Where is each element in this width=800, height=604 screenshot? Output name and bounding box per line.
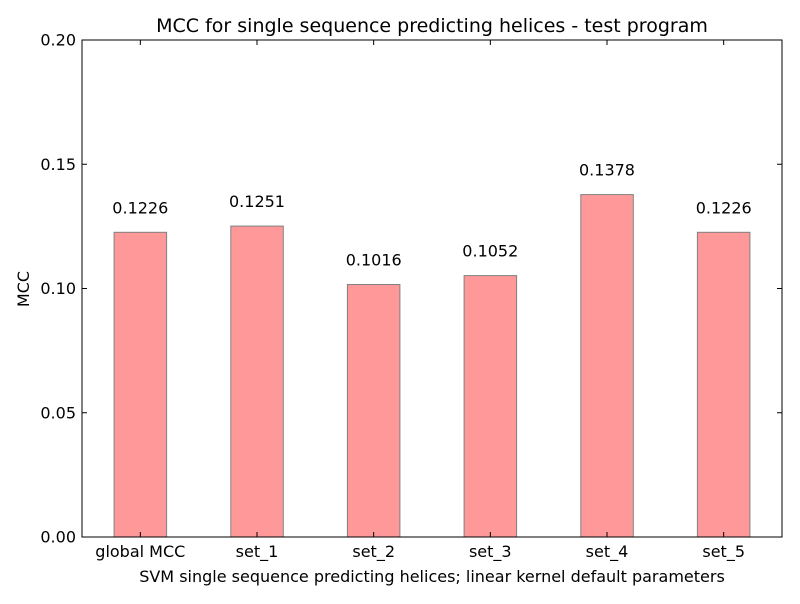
y-axis-label: MCC: [14, 271, 33, 307]
bar-value-label-4: 0.1378: [579, 161, 635, 180]
bar-2: [346, 284, 401, 538]
x-axis-label: SVM single sequence predicting helices; …: [139, 567, 725, 586]
y-tick-label-4: 0.20: [40, 31, 76, 50]
y-tick-label-0: 0.00: [40, 528, 76, 547]
bar-1: [230, 225, 284, 538]
bar-4: [580, 194, 634, 538]
x-tick-label-1: set_1: [236, 542, 279, 562]
bars-layer: 0.1226 0.1251 0.1016 0.1052 0.1378 0.1226: [112, 161, 752, 538]
bar-value-label-0: 0.1226: [112, 198, 168, 217]
bar-3: [463, 275, 518, 538]
y-tick-label-1: 0.05: [40, 403, 76, 422]
ticks-layer: global MCC set_1 set_2 set_3 set_4 set_5 0.00 0…: [40, 31, 782, 562]
y-tick-label-3: 0.15: [40, 155, 76, 174]
plot-frame: [81, 39, 783, 538]
bar-value-label-2: 0.1016: [346, 251, 402, 270]
x-tick-label-5: set_5: [702, 542, 745, 562]
bar-5: [696, 231, 751, 538]
bar-0: [113, 231, 168, 538]
x-tick-label-3: set_3: [469, 542, 512, 562]
y-tick-label-2: 0.10: [40, 279, 76, 298]
x-tick-label-0: global MCC: [95, 542, 185, 561]
bar-value-label-1: 0.1251: [229, 192, 285, 211]
x-tick-label-2: set_2: [352, 542, 395, 562]
chart-title: MCC for single sequence predicting helic…: [156, 15, 708, 37]
bar-value-label-3: 0.1052: [462, 242, 518, 261]
bar-value-label-5: 0.1226: [696, 198, 752, 217]
x-tick-label-4: set_4: [586, 542, 629, 562]
